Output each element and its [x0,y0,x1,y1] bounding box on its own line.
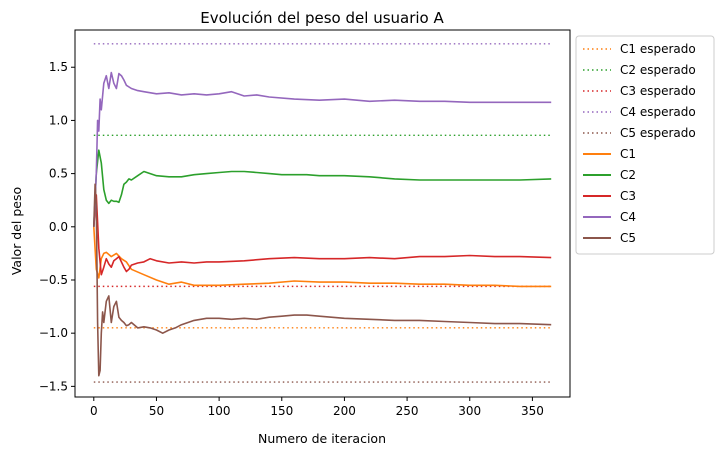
series-line [93,71,552,227]
series-line [93,149,552,227]
series-lines [93,71,552,377]
series-line [93,194,552,276]
legend: C1 esperado C2 esperado C3 esperado C4 espe… [575,35,715,255]
x-tick-label: 350 [521,404,544,418]
x-tick-label: 100 [208,404,231,418]
y-tick-label: 0.0 [49,220,68,234]
chart-title: Evolución del peso del usuario A [200,9,444,27]
legend-label: C5 esperado [620,126,696,140]
series-line [93,183,552,377]
y-axis-label: Valor del peso [9,187,24,275]
x-axis-label: Numero de iteracion [258,431,386,446]
axis-ticks: 0 50 100 150 200 250 300 350 −1.5 −1.0 −0.5 0.0 0.5 1… [39,60,544,418]
legend-label: C1 esperado [620,42,696,56]
y-tick-label: 0.5 [49,167,68,181]
y-tick-label: 1.0 [49,113,68,127]
y-tick-label: 1.5 [49,60,68,74]
legend-label: C2 [620,168,636,182]
legend-label: C2 esperado [620,63,696,77]
legend-label: C1 [620,147,636,161]
legend-label: C4 [620,210,636,224]
x-tick-label: 0 [90,404,98,418]
legend-label: C3 esperado [620,84,696,98]
x-tick-label: 250 [396,404,419,418]
series-line [93,226,552,288]
legend-label: C3 [620,189,636,203]
legend-label: C4 esperado [620,105,696,119]
x-tick-label: 50 [149,404,164,418]
x-tick-label: 200 [333,404,356,418]
y-tick-label: −1.0 [39,326,68,340]
legend-label: C5 [620,231,636,245]
x-tick-label: 300 [458,404,481,418]
y-tick-label: −0.5 [39,273,68,287]
x-tick-label: 150 [270,404,293,418]
plot-frame [74,29,571,398]
y-tick-label: −1.5 [39,379,68,393]
